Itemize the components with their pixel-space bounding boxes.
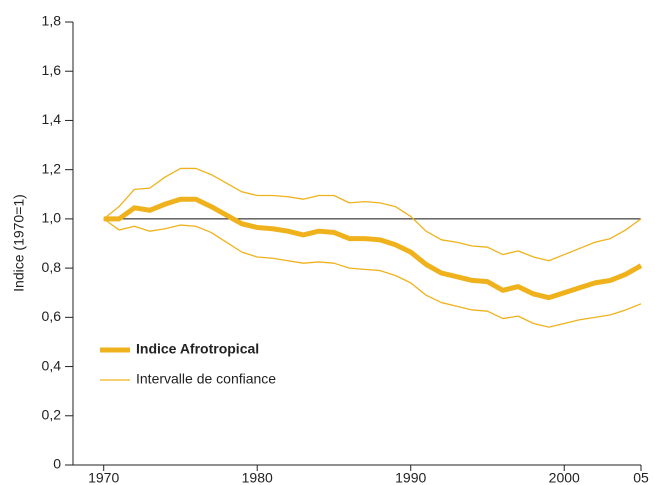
y-tick-label: 1,4 <box>42 111 62 127</box>
y-tick-label: 1,2 <box>42 160 62 176</box>
confidence-lower <box>103 218 642 328</box>
y-tick-label: 0,6 <box>42 308 62 324</box>
y-tick-label: 1,8 <box>42 13 62 29</box>
y-tick-label: 0 <box>53 456 61 472</box>
legend-label: Indice Afrotropical <box>136 341 259 357</box>
index-line <box>103 196 643 301</box>
x-tick-label: 05 <box>633 470 649 485</box>
y-tick-label: 1,0 <box>42 210 62 226</box>
x-tick-label: 1980 <box>242 470 273 485</box>
x-tick-label: 1990 <box>395 470 426 485</box>
confidence-upper <box>103 167 642 262</box>
legend-label: Intervalle de confiance <box>136 371 276 387</box>
y-tick-label: 0,8 <box>42 259 62 275</box>
x-tick-label: 2000 <box>549 470 580 485</box>
y-tick-label: 1,6 <box>42 62 62 78</box>
x-tick-label: 1970 <box>88 470 119 485</box>
y-axis-label: Indice (1970=1) <box>11 194 27 292</box>
y-tick-label: 0,2 <box>42 406 62 422</box>
y-tick-label: 0,4 <box>42 357 62 373</box>
